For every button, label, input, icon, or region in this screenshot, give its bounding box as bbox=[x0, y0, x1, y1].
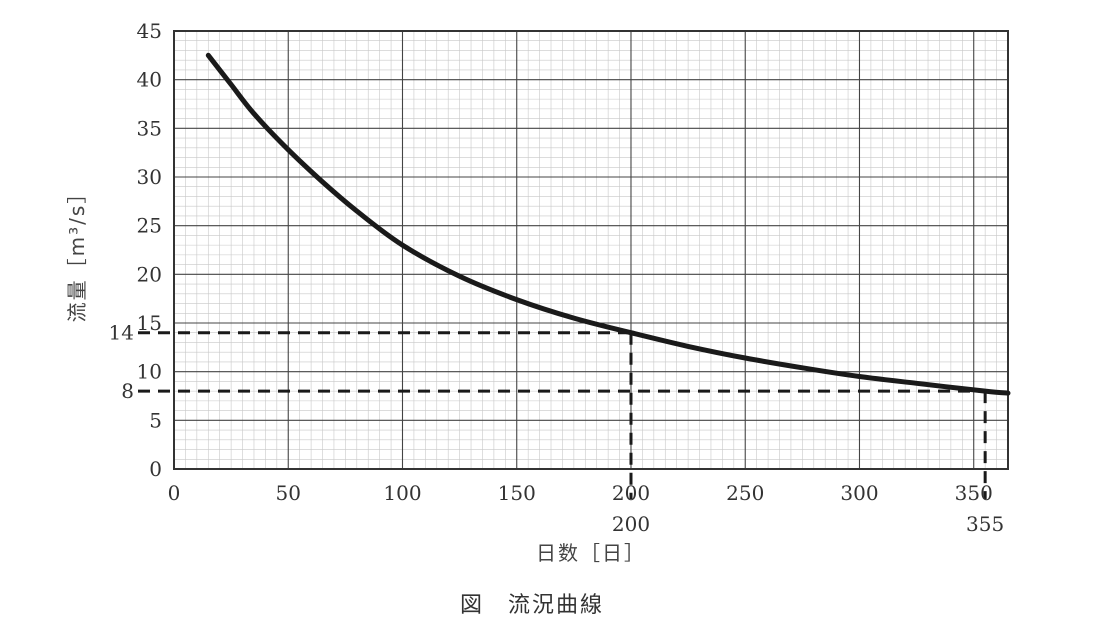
major-grid bbox=[174, 31, 1008, 469]
y-tick-label: 0 bbox=[149, 457, 162, 481]
reference-label-x: 355 bbox=[966, 512, 1004, 536]
y-tick-label: 40 bbox=[137, 68, 162, 92]
x-axis-ticks: 0 50 100 150 200 250 300 350 bbox=[168, 481, 993, 505]
x-tick-label: 150 bbox=[498, 481, 536, 505]
x-tick-label: 200 bbox=[612, 481, 650, 505]
y-axis-ticks: 0 5 10 15 20 25 30 35 40 45 bbox=[137, 19, 162, 481]
plot-frame bbox=[173, 30, 1009, 470]
figure-caption: 図 流況曲線 bbox=[460, 593, 604, 618]
y-axis-title: 流量［m³/s］ bbox=[65, 182, 89, 323]
y-tick-label: 45 bbox=[137, 19, 162, 43]
reference-label-x: 200 bbox=[612, 512, 650, 536]
reference-label-y: 8 bbox=[121, 379, 134, 403]
reference-label-y: 14 bbox=[109, 321, 134, 345]
minor-grid bbox=[174, 31, 1008, 469]
x-tick-label: 0 bbox=[168, 481, 181, 505]
x-tick-label: 100 bbox=[383, 481, 421, 505]
y-tick-label: 5 bbox=[149, 408, 162, 432]
x-tick-label: 300 bbox=[840, 481, 878, 505]
y-tick-label: 30 bbox=[137, 165, 162, 189]
y-tick-label: 35 bbox=[137, 116, 162, 140]
y-tick-label: 15 bbox=[137, 311, 162, 335]
y-tick-label: 25 bbox=[137, 214, 162, 238]
y-tick-label: 10 bbox=[137, 360, 162, 384]
x-tick-label: 350 bbox=[955, 481, 993, 505]
y-tick-label: 20 bbox=[137, 262, 162, 286]
x-tick-label: 50 bbox=[276, 481, 301, 505]
x-axis-title: 日数［日］ bbox=[536, 541, 646, 565]
reference-lines bbox=[138, 331, 987, 499]
x-tick-label: 250 bbox=[726, 481, 764, 505]
flow-duration-curve bbox=[205, 52, 1011, 396]
annotation-labels: 14 8 200 355 bbox=[109, 321, 1005, 536]
